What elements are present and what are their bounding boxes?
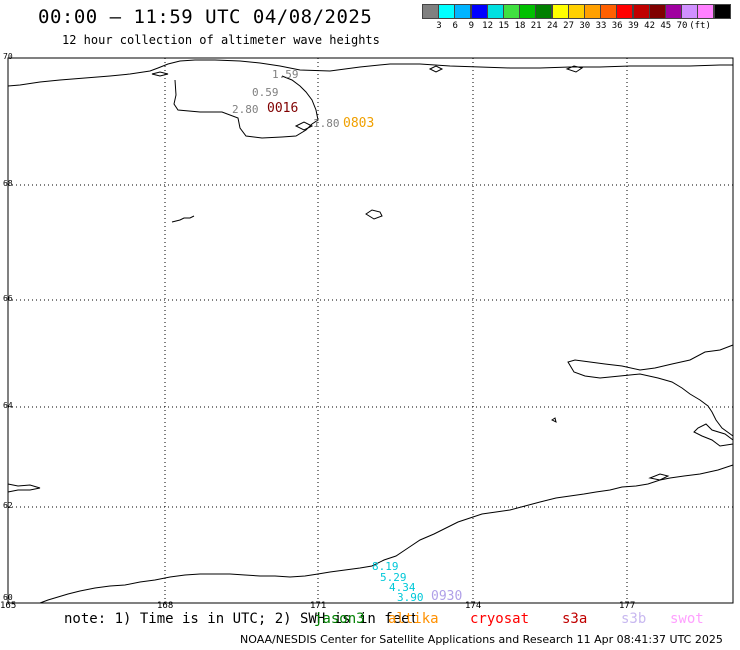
pass-time-label: 0016 — [267, 101, 299, 116]
wave-height-value: 0.59 — [252, 86, 279, 99]
lon-label: 168 — [157, 601, 174, 611]
scale-tick-label: 30 — [579, 21, 591, 31]
mission-legend-item: cryosat — [470, 611, 530, 627]
scale-tick-label: 15 — [498, 21, 510, 31]
scale-tick-label: 6 — [452, 21, 458, 31]
scale-tick-label: 36 — [611, 21, 623, 31]
color-swatch — [584, 4, 601, 19]
color-swatch — [713, 4, 731, 19]
map-subtitle: 12 hour collection of altimeter wave hei… — [62, 33, 380, 47]
graticule — [8, 58, 733, 603]
color-swatch — [470, 4, 488, 19]
mission-legend-item: s3a — [562, 611, 588, 627]
scale-tick-label: 9 — [468, 21, 475, 31]
wave-height-value: 2.80 — [232, 103, 259, 116]
mission-legend-item: jason3 — [314, 611, 365, 627]
scale-tick-label: 33 — [595, 21, 607, 31]
scale-tick-label: 39 — [627, 21, 639, 31]
pass-time-label: 0930 — [431, 589, 463, 604]
wave-height-value: 3.90 — [397, 591, 424, 604]
map-title: 00:00 – 11:59 UTC 04/08/2025 — [38, 6, 373, 28]
scale-tick-label: (ft) — [689, 21, 711, 31]
lon-label: 174 — [465, 601, 482, 611]
wave-height-value: 1.80 — [313, 117, 340, 130]
wave-height-value: 4.34 — [389, 581, 416, 594]
lat-label: 66 — [3, 294, 13, 303]
color-swatch — [486, 4, 504, 19]
wave-height-value: 8.19 — [372, 560, 399, 573]
color-swatch — [648, 4, 666, 19]
color-swatch — [438, 4, 456, 19]
scale-tick-label: 24 — [546, 21, 558, 31]
mission-legend-item: altika — [388, 611, 439, 627]
scale-tick-label: 18 — [514, 21, 526, 31]
color-swatch — [697, 4, 715, 19]
color-swatch — [454, 4, 472, 19]
scale-tick-label: 27 — [563, 21, 575, 31]
scale-tick-label: 12 — [482, 21, 494, 31]
color-swatch — [665, 4, 682, 19]
scale-tick-label: 45 — [660, 21, 672, 31]
scale-tick-label: 42 — [644, 21, 656, 31]
color-swatch — [616, 4, 634, 19]
lat-label: 64 — [3, 401, 13, 410]
color-swatch — [551, 4, 569, 19]
lon-label: 171 — [310, 601, 327, 611]
color-swatch — [632, 4, 650, 19]
color-swatch — [567, 4, 585, 19]
lat-label: 60 — [3, 593, 13, 602]
pass-time-label: 0803 — [343, 116, 375, 131]
coastline — [7, 59, 734, 604]
footer-note: note: 1) Time is in UTC; 2) SWH is in fe… — [64, 611, 419, 627]
wave-height-value: 5.29 — [380, 571, 407, 584]
color-swatch — [600, 4, 618, 19]
color-swatch — [519, 4, 537, 19]
mission-legend-item: s3b — [621, 611, 647, 627]
lat-label: 70 — [3, 52, 13, 61]
lon-label: 165 — [0, 601, 17, 611]
color-swatch — [422, 4, 439, 19]
lat-label: 62 — [3, 501, 13, 510]
scale-tick-label: 3 — [436, 21, 442, 31]
lat-label: 68 — [3, 179, 13, 188]
map-frame — [7, 57, 734, 604]
scale-tick-label: 70 — [676, 21, 688, 31]
mission-legend-item: swot — [670, 611, 704, 627]
color-swatch — [503, 4, 520, 19]
wave-height-color-scale: 3 6 9 12 15 18 21 24 27 30 33 36 39 42 45 70 (ft) — [422, 4, 732, 40]
lon-label: 177 — [619, 601, 636, 611]
credit-line: NOAA/NESDIS Center for Satellite Applica… — [240, 633, 723, 646]
scale-tick-label: 21 — [530, 21, 542, 31]
color-swatch — [535, 4, 553, 19]
wave-height-value: 1.59 — [272, 68, 299, 81]
color-swatch — [681, 4, 699, 19]
